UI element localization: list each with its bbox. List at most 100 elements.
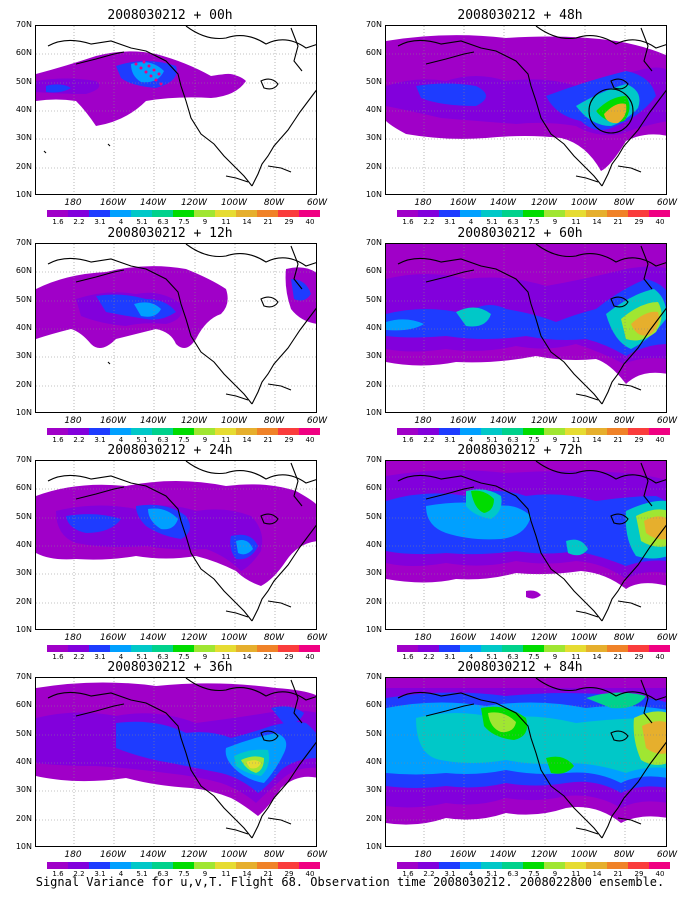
- colorbar-label: 21: [613, 218, 623, 226]
- variance-field: [386, 461, 666, 629]
- lat-label: 70N: [15, 20, 32, 29]
- colorbar-swatch: [397, 210, 418, 217]
- colorbar-label: 14: [242, 436, 252, 444]
- map-panel-12h: 2008030212 + 12h: [0, 226, 340, 444]
- colorbar-label: 3.1: [444, 653, 456, 661]
- colorbar-label: 14: [242, 218, 252, 226]
- lon-label: 140W: [489, 198, 517, 208]
- lon-label: 80W: [613, 633, 635, 643]
- colorbar-swatch: [215, 645, 236, 652]
- colorbar-label: 4: [468, 218, 474, 226]
- lon-label: 100W: [570, 198, 598, 208]
- colorbar-swatch: [502, 428, 523, 435]
- lat-label: 50N: [15, 512, 32, 521]
- colorbar-swatch: [278, 645, 299, 652]
- colorbar-label: 2.2: [73, 653, 85, 661]
- colorbar-label: 7.5: [178, 436, 190, 444]
- lon-label: 100W: [570, 633, 598, 643]
- lon-label: 80W: [613, 198, 635, 208]
- lat-label: 10N: [365, 625, 382, 634]
- colorbar-swatch: [565, 210, 586, 217]
- colorbar-label: 11: [221, 653, 231, 661]
- lat-label: 10N: [15, 190, 32, 199]
- lat-label: 20N: [365, 814, 382, 823]
- contour-fill: [386, 461, 666, 599]
- lon-label: 120W: [530, 850, 558, 860]
- map-frame: [35, 243, 317, 413]
- coastlines: [43, 26, 316, 187]
- panel-title: 2008030212 + 36h: [107, 660, 233, 675]
- colorbar-label: 29: [284, 436, 294, 444]
- colorbar-label: 6.3: [157, 653, 169, 661]
- variance-field: [386, 26, 666, 194]
- lon-label: 60W: [656, 633, 678, 643]
- colorbar-swatch: [215, 210, 236, 217]
- colorbar-label: 40: [305, 436, 315, 444]
- lon-label: 120W: [530, 633, 558, 643]
- colorbar-swatch: [397, 645, 418, 652]
- lat-label: 70N: [365, 455, 382, 464]
- colorbar-swatch: [439, 210, 460, 217]
- lon-label: 120W: [180, 198, 208, 208]
- colorbar-swatch: [173, 428, 194, 435]
- lat-label: 30N: [365, 568, 382, 577]
- colorbar-label: 40: [305, 218, 315, 226]
- lon-label: 140W: [489, 416, 517, 426]
- contour-fill: [36, 682, 316, 816]
- colorbar-label: 5.1: [486, 436, 498, 444]
- colorbar-swatch: [68, 210, 89, 217]
- colorbar-swatch: [481, 428, 502, 435]
- panel-title: 2008030212 + 12h: [107, 226, 233, 241]
- map-panel-36h: 2008030212 + 36h: [0, 660, 340, 878]
- lat-label: 20N: [365, 597, 382, 606]
- colorbar-swatch: [215, 428, 236, 435]
- lon-label: 160W: [99, 198, 127, 208]
- colorbar-swatch: [110, 210, 131, 217]
- lat-label: 60N: [365, 48, 382, 57]
- colorbar-swatch: [523, 428, 544, 435]
- lat-label: 10N: [15, 842, 32, 851]
- colorbar-swatch: [152, 645, 173, 652]
- gridlines: [36, 678, 316, 846]
- colorbar-swatch: [628, 210, 649, 217]
- map-panel-72h: 2008030212 + 72h: [350, 443, 690, 661]
- colorbar-label: 29: [634, 870, 644, 878]
- lon-label: 60W: [656, 850, 678, 860]
- lon-label: 120W: [530, 416, 558, 426]
- colorbar-swatch: [89, 645, 110, 652]
- colorbar-label: 1.6: [402, 870, 414, 878]
- contour-fill: [36, 481, 316, 586]
- colorbar-label: 14: [592, 653, 602, 661]
- colorbar-swatch: [649, 428, 670, 435]
- colorbar: [47, 645, 320, 652]
- colorbar-swatch: [418, 428, 439, 435]
- colorbar: [47, 428, 320, 435]
- colorbar-swatch: [257, 428, 278, 435]
- lon-label: 180: [64, 633, 82, 643]
- lon-label: 120W: [530, 198, 558, 208]
- lat-label: 20N: [15, 597, 32, 606]
- lon-label: 120W: [180, 416, 208, 426]
- colorbar-swatch: [481, 862, 502, 869]
- lat-label: 70N: [365, 672, 382, 681]
- variance-field: [36, 461, 316, 629]
- colorbar-swatch: [47, 210, 68, 217]
- colorbar-label: 6.3: [157, 436, 169, 444]
- map-frame: [385, 460, 667, 630]
- colorbar-label: 11: [221, 436, 231, 444]
- panel-title: 2008030212 + 60h: [457, 226, 583, 241]
- colorbar-swatch: [299, 210, 320, 217]
- colorbar-label: 21: [613, 436, 623, 444]
- colorbar-swatch: [236, 645, 257, 652]
- colorbar-swatch: [278, 428, 299, 435]
- colorbar-label: 9: [552, 653, 558, 661]
- colorbar-label: 11: [221, 218, 231, 226]
- map-frame: [385, 677, 667, 847]
- colorbar-label: 2.2: [423, 870, 435, 878]
- lat-label: 30N: [365, 133, 382, 142]
- colorbar-label: 2.2: [423, 653, 435, 661]
- colorbar-label: 9: [202, 436, 208, 444]
- colorbar-swatch: [607, 645, 628, 652]
- colorbar-label: 21: [613, 653, 623, 661]
- colorbar-swatch: [236, 862, 257, 869]
